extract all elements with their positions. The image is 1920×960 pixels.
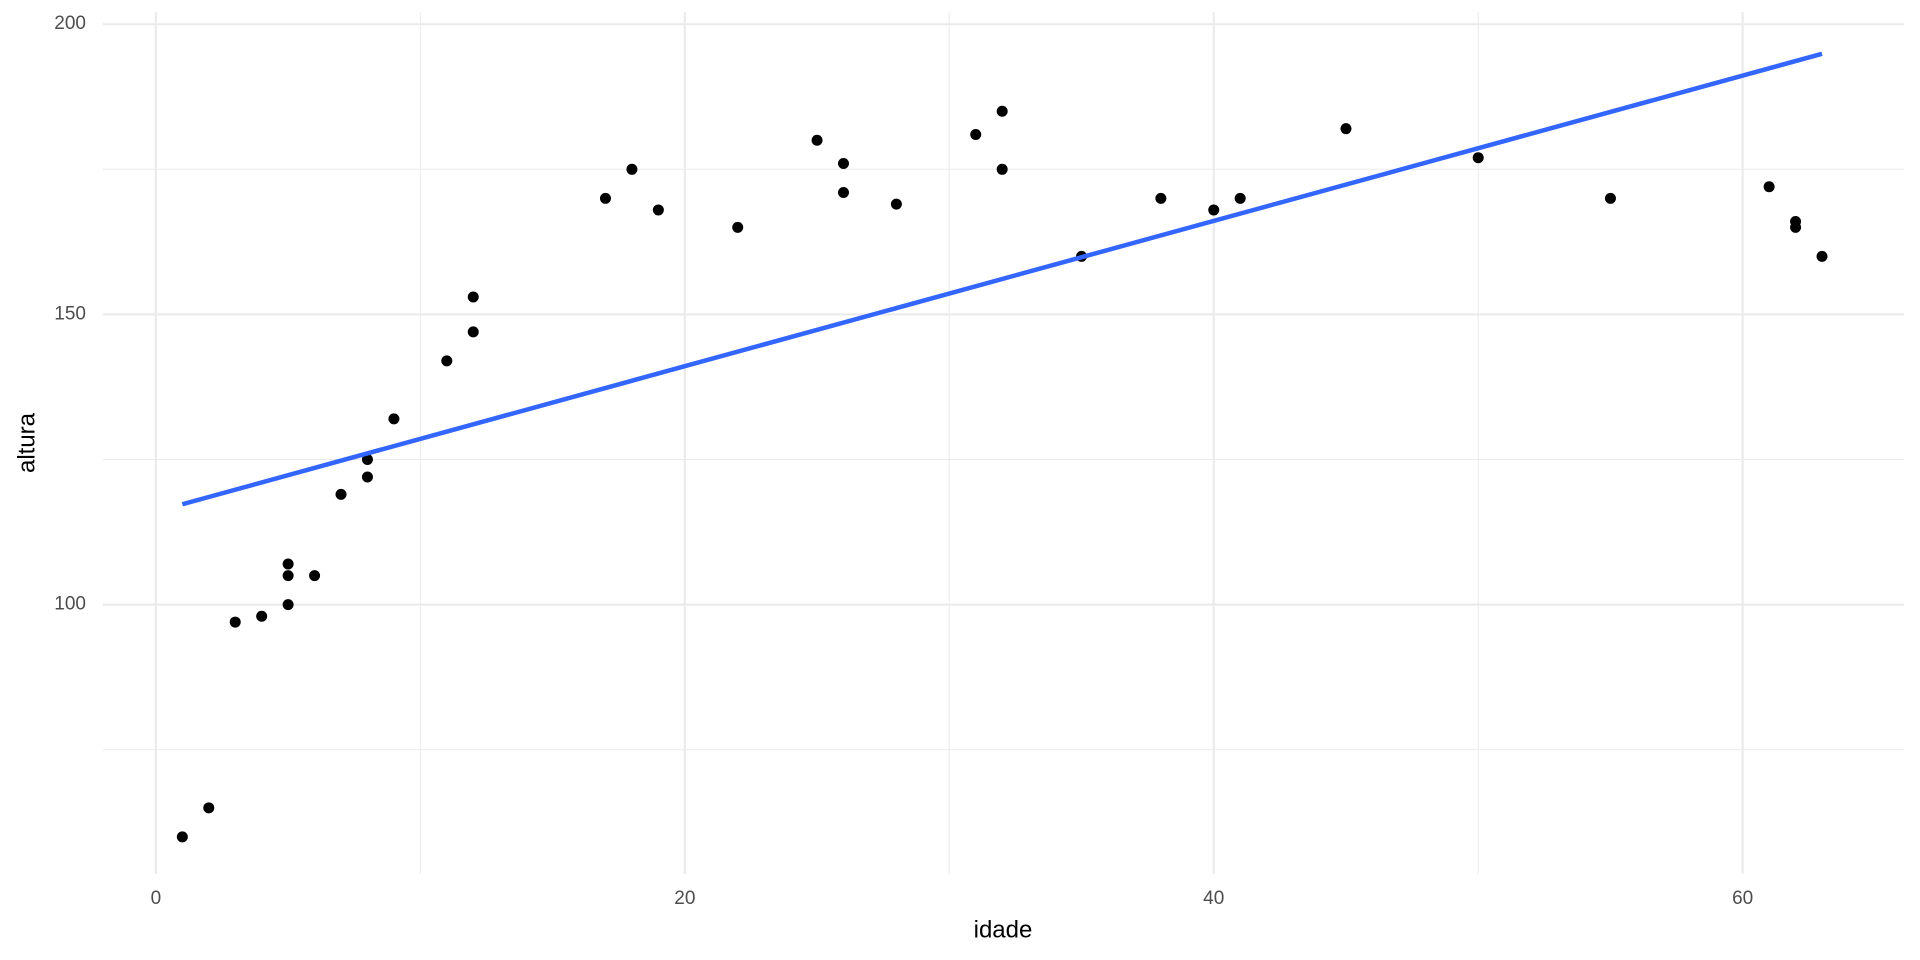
- point: [811, 134, 823, 146]
- point: [282, 570, 294, 582]
- point: [652, 204, 664, 216]
- point: [1472, 152, 1484, 164]
- x-tick-label: 20: [674, 888, 695, 909]
- point: [1790, 221, 1802, 233]
- x-tick-label: 0: [151, 888, 162, 909]
- point: [388, 413, 400, 425]
- point: [361, 471, 373, 483]
- x-tick-label: 60: [1732, 888, 1753, 909]
- point: [282, 599, 294, 611]
- point: [1816, 250, 1828, 262]
- x-tick-label: 40: [1203, 888, 1224, 909]
- point: [1208, 204, 1220, 216]
- point: [732, 221, 744, 233]
- point: [1234, 192, 1246, 204]
- y-tick-label: 100: [54, 594, 86, 615]
- point: [441, 355, 453, 367]
- point: [996, 105, 1008, 117]
- y-tick-label: 150: [54, 303, 86, 324]
- point: [309, 570, 321, 582]
- point: [1155, 192, 1167, 204]
- point: [1763, 181, 1775, 193]
- y-tick-label: 200: [54, 13, 86, 34]
- point: [176, 831, 188, 843]
- point: [1340, 123, 1352, 135]
- point: [229, 616, 241, 628]
- point: [970, 128, 982, 140]
- point: [626, 163, 638, 175]
- point: [335, 488, 347, 500]
- point: [996, 163, 1008, 175]
- point: [890, 198, 902, 210]
- point: [256, 610, 268, 622]
- point: [467, 291, 479, 303]
- y-axis-title: altura: [13, 412, 40, 473]
- point: [361, 454, 373, 466]
- point: [837, 158, 849, 170]
- point: [467, 326, 479, 338]
- point: [282, 558, 294, 570]
- fit-line: [181, 51, 1823, 507]
- point: [599, 192, 611, 204]
- point: [203, 802, 215, 814]
- point: [1604, 192, 1616, 204]
- point: [837, 187, 849, 199]
- x-axis-title: idade: [974, 916, 1033, 943]
